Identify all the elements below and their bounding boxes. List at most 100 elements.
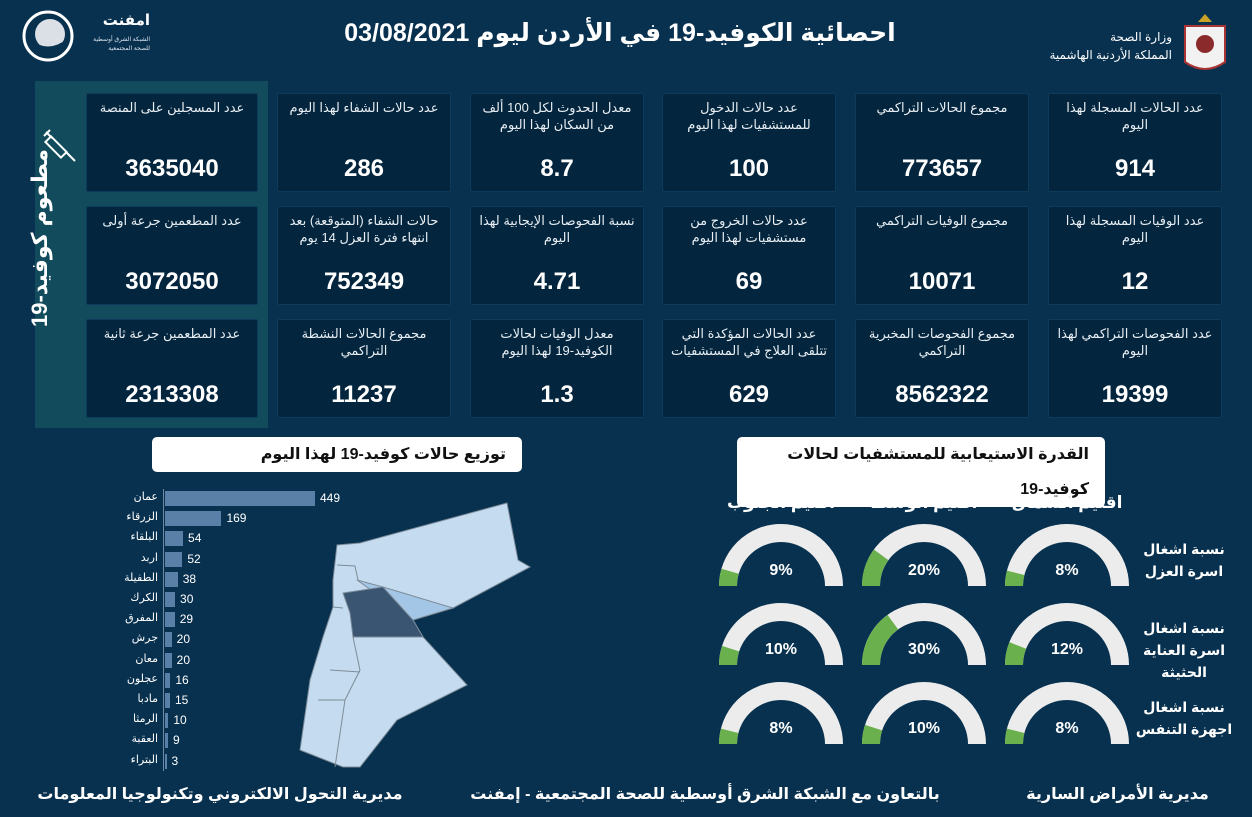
stat-card: معدل الوفيات لحالات الكوفيد-19 لهذا اليو…	[470, 319, 644, 418]
gauge-fill	[719, 568, 739, 587]
stat-label: معدل الوفيات لحالات الكوفيد-19 لهذا اليو…	[500, 326, 614, 358]
stat-label: عدد الفحوصات التراكمي لهذا اليوم	[1057, 326, 1213, 358]
stat-value: 8562322	[895, 381, 989, 408]
bar-label: عمان	[133, 491, 158, 503]
bar	[165, 551, 183, 567]
bar-label: العقبة	[131, 733, 159, 746]
gauge-value: 30%	[894, 641, 954, 659]
gauge-track	[719, 682, 843, 745]
stat-card: عدد الوفيات المسجلة لهذا اليوم 12	[1048, 206, 1222, 305]
gauge-unit: %	[1064, 562, 1079, 579]
stat-card: معدل الحدوث لكل 100 ألف من السكان لهذا ا…	[470, 93, 644, 192]
stat-label: معدل الحدوث لكل 100 ألف من السكان لهذا ا…	[482, 100, 632, 132]
bar-label: الطفيلة	[124, 571, 158, 584]
stat-label: عدد المسجلين على المنصة	[99, 100, 245, 115]
footer-center: بالتعاون مع الشبكة الشرق أوسطية للصحة ال…	[470, 786, 940, 803]
gauge-unit: %	[925, 720, 941, 737]
gauge-value: 12%	[1037, 641, 1097, 659]
stat-label: عدد حالات الدخول للمستشفيات لهذا اليوم	[687, 100, 811, 132]
page-title: احصائية الكوفيد-19 في الأردن ليوم 03/08/…	[344, 19, 896, 47]
bar	[165, 713, 169, 729]
logo-sub-line1: الشبكة الشرق أوسطية	[93, 37, 150, 43]
gauge-number: 8	[1055, 720, 1065, 737]
gauge-fill	[719, 645, 740, 666]
gauge-fill	[1005, 642, 1027, 666]
stat-value: 10071	[908, 268, 976, 295]
bar	[165, 571, 178, 587]
stat-label: حالات الشفاء (المتوقعة) بعد انتهاء فترة …	[289, 213, 439, 245]
bar-value: 449	[320, 491, 341, 505]
stat-card: عدد الحالات المؤكدة التي تتلقى العلاج في…	[662, 319, 836, 418]
region-header: اقليم الشمال	[1011, 493, 1123, 512]
gauge-number: 9	[769, 562, 779, 579]
stat-value: 773657	[901, 155, 983, 182]
gauge-fill	[1005, 728, 1025, 745]
bar	[165, 733, 168, 749]
bar-label: الرمثا	[132, 713, 158, 726]
gauge-unit: %	[1064, 720, 1079, 737]
gauge-track	[1005, 524, 1129, 587]
stat-value: 3635040	[125, 155, 219, 182]
gauge-track	[1005, 603, 1129, 666]
ministry-line1: وزارة الصحة	[1110, 30, 1172, 44]
gauge-unit: %	[778, 562, 793, 579]
stat-label: عدد الوفيات المسجلة لهذا اليوم	[1065, 213, 1205, 245]
bar-label: عجلون	[126, 672, 158, 685]
gauge-number: 20	[907, 562, 926, 579]
logo-subtitle: الشبكة الشرق أوسطية للصحة المجتمعية	[80, 36, 150, 54]
ministry-line2: المملكة الأردنية الهاشمية	[1049, 48, 1172, 62]
region-header: اقليم الوسط	[870, 493, 978, 512]
gauge-number: 10	[907, 720, 926, 737]
gauge-fill	[719, 728, 739, 745]
bar-label: الزرقاء	[126, 511, 158, 524]
stat-card: نسبة الفحوصات الإيجابية لهذا اليوم 4.71	[470, 206, 644, 305]
gauge-track	[719, 524, 843, 587]
bar	[165, 531, 184, 547]
emphnet-logo-icon	[22, 10, 74, 62]
footer-right: مديرية الأمراض السارية	[1026, 786, 1209, 803]
gauge-number: 10	[764, 641, 783, 658]
bar-label: البلقاء	[130, 531, 158, 544]
gauge-unit: %	[925, 641, 941, 658]
bar-value: 29	[179, 612, 194, 627]
ministry-name: وزارة الصحة المملكة الأردنية الهاشمية	[1049, 28, 1172, 64]
stat-value: 286	[343, 155, 385, 182]
gauge-track	[1005, 682, 1129, 745]
gauge-number: 8	[1055, 562, 1065, 579]
stat-value: 69	[735, 268, 763, 295]
bar-label: اربد	[140, 551, 158, 564]
stat-label: عدد المطعمين جرعة أولى	[102, 213, 242, 228]
stat-card: عدد حالات الدخول للمستشفيات لهذا اليوم 10…	[662, 93, 836, 192]
bar-value: 15	[175, 693, 189, 707]
gauge-number: 8	[769, 720, 779, 737]
stat-value: 914	[1114, 155, 1156, 182]
stat-value: 629	[728, 381, 770, 408]
gauge-unit: %	[778, 720, 793, 737]
gauge-number: 30	[907, 641, 926, 658]
bar	[165, 652, 172, 668]
stat-card: عدد المطعمين جرعة أولى 3072050	[86, 206, 258, 305]
gauge-unit: %	[1068, 641, 1084, 658]
bar-label: الكرك	[130, 592, 158, 604]
bar-value: 10	[173, 713, 187, 728]
bar	[165, 612, 175, 628]
bar	[165, 592, 176, 607]
stat-value: 100	[728, 155, 770, 182]
bar	[165, 491, 315, 506]
stat-label: عدد حالات الشفاء لهذا اليوم	[289, 100, 439, 115]
stat-value: 3072050	[125, 268, 219, 295]
bar-value: 3	[171, 753, 179, 768]
bar-label: مادبا	[137, 693, 158, 705]
gauge-value: 8%	[1037, 562, 1097, 580]
logo-name: امفنت	[102, 12, 150, 29]
gauge-value: 20%	[894, 562, 954, 580]
bar-value: 52	[187, 551, 201, 566]
gauge-value: 10%	[751, 641, 811, 659]
cases-distribution-title: توزيع حالات كوفيد-19 لهذا اليوم	[152, 437, 522, 472]
bar	[165, 753, 167, 769]
stat-label: عدد المطعمين جرعة ثانية	[103, 326, 241, 341]
stat-label: مجموع الوفيات التراكمي	[875, 213, 1008, 228]
bar	[165, 632, 172, 648]
bar-value: 169	[226, 511, 247, 526]
bar-value: 30	[180, 592, 194, 606]
